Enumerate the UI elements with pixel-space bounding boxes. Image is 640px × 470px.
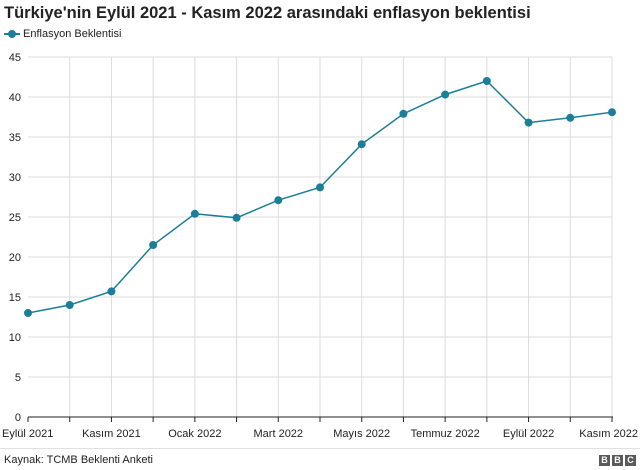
legend-label: Enflasyon Beklentisi: [23, 28, 122, 40]
y-tick-label: 5: [15, 372, 21, 384]
chart-title: Türkiye'nin Eylül 2021 - Kasım 2022 aras…: [4, 4, 531, 22]
data-point: [441, 90, 450, 99]
y-tick-label: 25: [9, 212, 21, 224]
data-point: [24, 309, 32, 317]
data-point: [274, 196, 283, 205]
data-point: [107, 287, 116, 296]
data-point: [482, 77, 491, 85]
x-tick-label: Eylül 2022: [503, 428, 554, 440]
footer-divider: [0, 448, 640, 449]
y-tick-label: 15: [9, 292, 21, 304]
y-tick-label: 35: [9, 132, 21, 144]
y-tick-label: 40: [9, 92, 21, 104]
data-point: [149, 241, 158, 249]
data-point: [566, 113, 575, 122]
data-point: [399, 109, 408, 118]
data-point: [65, 301, 74, 309]
data-point: [524, 118, 533, 127]
y-tick-label: 30: [9, 172, 21, 184]
data-point: [232, 213, 241, 222]
x-tick-label: Mart 2022: [254, 428, 304, 440]
bbc-logo-letter: C: [625, 455, 636, 466]
x-tick-label: Ocak 2022: [168, 428, 221, 440]
x-tick-label: Kasım 2022: [579, 428, 638, 440]
data-point: [316, 183, 324, 192]
legend: Enflasyon Beklentisi: [4, 28, 121, 40]
bbc-logo: B B C: [599, 455, 636, 466]
data-point: [190, 209, 199, 218]
y-tick-label: 45: [9, 52, 21, 64]
x-tick-label: Eylül 2021: [2, 428, 53, 440]
data-point: [357, 140, 366, 149]
x-tick-label: Kasım 2021: [82, 428, 141, 440]
y-tick-label: 10: [9, 332, 21, 344]
bbc-logo-letter: B: [612, 455, 623, 466]
bbc-logo-letter: B: [599, 455, 610, 466]
y-tick-label: 0: [15, 412, 21, 424]
x-tick-label: Temmuz 2022: [411, 428, 480, 440]
data-point: [608, 108, 616, 117]
line-chart: 0 5 10 15 20 25 30 35 40 45 Eylül 2021 Kasım 2021 Oc…: [2, 52, 638, 440]
legend-marker-icon: [4, 29, 20, 39]
source-note: Kaynak: TCMB Beklenti Anketi: [4, 454, 153, 466]
x-tick-label: Mayıs 2022: [333, 428, 390, 440]
y-tick-label: 20: [9, 252, 21, 264]
